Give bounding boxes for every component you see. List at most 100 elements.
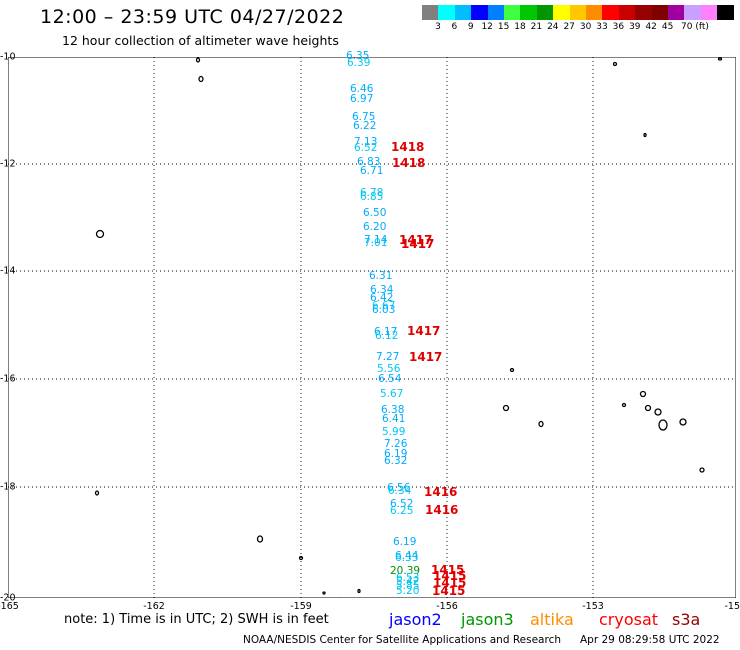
- pass-time-label: 1417: [407, 324, 441, 338]
- wave-height-label: 20.39: [390, 565, 421, 577]
- latitude-tick: -10: [0, 51, 16, 63]
- island-outline: [95, 229, 105, 239]
- wave-height-label: 6.52: [354, 142, 378, 154]
- wave-height-label: 6.19: [393, 536, 417, 548]
- wave-height-label: 7.27: [376, 351, 400, 363]
- island-outline: [502, 404, 510, 412]
- island-outline: [298, 555, 304, 561]
- wave-height-label: 6.33: [395, 552, 419, 564]
- longitude-tick: -165: [0, 601, 19, 612]
- wave-height-label: 6.54: [378, 373, 402, 385]
- scale-swatch: [504, 5, 521, 20]
- wave-height-label: 6.12: [375, 330, 399, 342]
- island-outline: [538, 420, 544, 428]
- scale-swatch: [668, 5, 685, 20]
- wave-height-label: 6.41: [382, 413, 406, 425]
- wave-height-label: 5.56: [377, 363, 401, 375]
- scale-swatch: [471, 5, 489, 20]
- wave-height-label: 6.50: [363, 207, 387, 219]
- scale-swatch: [536, 5, 554, 20]
- island-outline: [612, 61, 618, 67]
- wave-height-label: 6.97: [350, 93, 374, 105]
- pass-time-label: 1415: [431, 563, 465, 577]
- generated-timestamp: Apr 29 08:29:58 UTC 2022: [580, 634, 720, 646]
- island-outline: [94, 490, 100, 496]
- scale-swatch: [520, 5, 538, 20]
- wave-height-label: 6.32: [384, 455, 408, 467]
- scale-label: 9: [467, 22, 474, 32]
- map-plot-area: [8, 57, 736, 598]
- longitude-tick: -15: [724, 601, 740, 612]
- wave-height-label: 7.01: [364, 237, 388, 249]
- island-outline: [643, 132, 647, 138]
- pass-time-label: 1415: [433, 576, 467, 590]
- pass-time-label: 1418: [392, 156, 426, 170]
- island-outline: [509, 367, 515, 373]
- scale-label: 42: [645, 22, 657, 32]
- credit-line: NOAA/NESDIS Center for Satellite Applica…: [243, 634, 561, 646]
- pass-time-label: 1417: [409, 350, 443, 364]
- wave-height-label: 6.31: [369, 270, 393, 282]
- island-outline: [654, 408, 662, 416]
- island-outlines: [94, 57, 723, 598]
- pass-time-label: 1415: [432, 584, 466, 598]
- scale-label: 27: [563, 22, 575, 32]
- longitude-tick: -153: [582, 601, 604, 612]
- scale-label: 18: [514, 22, 526, 32]
- scale-swatch: [651, 5, 669, 20]
- pass-time-label: 1417: [401, 237, 435, 251]
- lat-lon-grid: [8, 57, 736, 598]
- scale-swatch: [422, 5, 439, 20]
- satellite-legend-cryosat: cryosat: [599, 610, 659, 629]
- satellite-legend-altika: altika: [530, 610, 574, 629]
- wave-height-label: 6.22: [353, 120, 377, 132]
- island-outline: [195, 57, 201, 63]
- scale-swatch: [717, 5, 735, 20]
- latitude-tick: -18: [0, 481, 16, 493]
- scale-label: 70 (ft): [681, 22, 709, 32]
- wave-height-label: 6.71: [360, 165, 384, 177]
- scale-label: 6: [451, 22, 458, 32]
- scale-label: 36: [612, 22, 625, 32]
- wave-height-label: 6.35: [346, 50, 370, 62]
- wave-height-label: 6.85: [360, 191, 384, 203]
- satellite-legend-s3a: s3a: [672, 610, 701, 629]
- wave-height-label: 6.67: [372, 300, 396, 312]
- island-outline: [322, 591, 326, 595]
- latitude-tick: -14: [0, 265, 16, 277]
- scale-label: 39: [629, 22, 641, 32]
- wave-height-label: 6.78: [360, 187, 384, 199]
- wave-height-label: 5.99: [382, 426, 406, 438]
- scale-swatch: [569, 5, 587, 20]
- island-outline: [639, 390, 647, 398]
- scale-label: 33: [596, 22, 608, 32]
- scale-swatch: [553, 5, 571, 20]
- wave-height-label: 6.75: [352, 111, 376, 123]
- scale-swatch: [635, 5, 653, 20]
- island-outline: [658, 419, 668, 431]
- wave-height-label: 6.03: [372, 304, 396, 316]
- wave-height-label: 6.25: [390, 505, 414, 517]
- latitude-tick: -12: [0, 158, 16, 170]
- wave-height-label: 6.17: [374, 326, 398, 338]
- wave-height-label: 5.85: [396, 580, 420, 592]
- wave-height-label: 6.34: [388, 485, 412, 497]
- wave-height-label: 6.56: [387, 482, 411, 494]
- wave-height-label: 6.44: [395, 550, 419, 562]
- map-subtitle: 12 hour collection of altimeter wave hei…: [62, 33, 339, 48]
- longitude-tick: -156: [436, 601, 458, 612]
- scale-swatch: [487, 5, 505, 20]
- wave-height-label: 7.26: [384, 438, 408, 450]
- island-outline: [256, 535, 264, 543]
- scale-label: 24: [547, 22, 559, 32]
- island-outline: [644, 404, 652, 412]
- satellite-legend-jason2: jason2: [389, 610, 442, 629]
- wave-height-label: 6.52: [390, 498, 414, 510]
- latitude-tick: -20: [0, 592, 16, 604]
- longitude-tick: -159: [290, 601, 312, 612]
- scale-swatch: [700, 5, 718, 20]
- scale-swatch: [602, 5, 620, 20]
- wave-height-label: 5.42: [396, 576, 420, 588]
- longitude-tick: -162: [143, 601, 165, 612]
- wave-height-label: 6.34: [370, 284, 394, 296]
